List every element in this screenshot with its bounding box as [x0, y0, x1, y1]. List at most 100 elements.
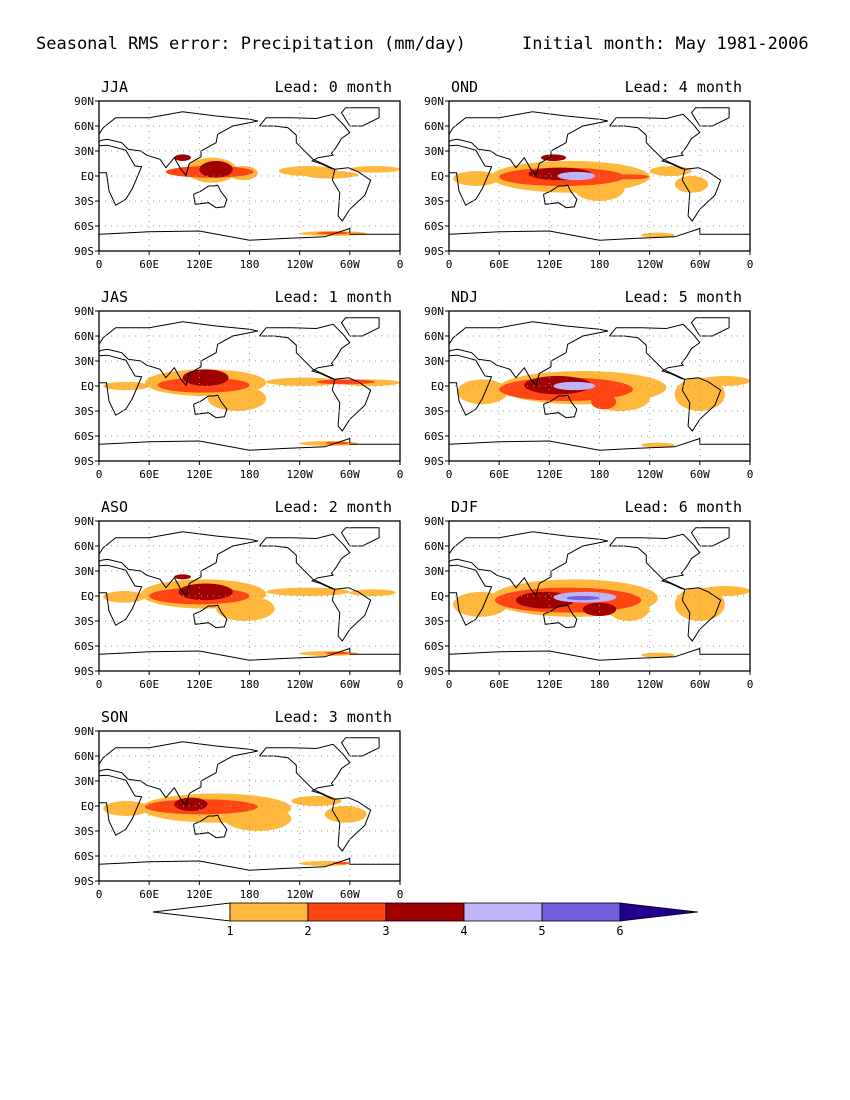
x-tick-label: 120E — [186, 888, 213, 901]
rms-contour-region — [316, 379, 375, 385]
y-tick-label: 30N — [424, 355, 444, 368]
data-field — [99, 527, 400, 661]
y-tick-label: 90N — [74, 305, 94, 318]
coastline — [449, 354, 493, 416]
x-tick-label: 180 — [240, 258, 260, 271]
x-tick-label: 0 — [397, 258, 404, 271]
x-tick-label: 60E — [139, 678, 159, 691]
coastline — [543, 184, 578, 209]
y-tick-label: 90S — [424, 245, 444, 258]
data-field — [99, 107, 400, 241]
season-label: NDJ — [451, 288, 478, 306]
coastline — [99, 741, 258, 807]
x-tick-label: 120E — [536, 678, 563, 691]
rms-contour-region — [103, 591, 145, 603]
rms-contour-region — [103, 381, 150, 391]
coastline — [99, 774, 143, 836]
coastline — [99, 321, 258, 387]
x-tick-label: 120E — [536, 468, 563, 481]
data-field — [99, 317, 400, 451]
coastline — [99, 144, 143, 206]
x-tick-label: 120W — [286, 468, 313, 481]
y-tick-label: 90S — [74, 455, 94, 468]
season-label: JJA — [101, 78, 128, 96]
x-tick-label: 180 — [240, 888, 260, 901]
lead-label: Lead: 1 month — [275, 288, 392, 306]
coastline — [193, 394, 228, 419]
lead-label: Lead: 5 month — [625, 288, 742, 306]
colorbar-swatch — [229, 902, 309, 922]
coastline — [340, 317, 380, 337]
y-tick-label: EQ — [431, 170, 444, 183]
rms-contour-region — [453, 171, 500, 186]
rms-contour-region — [349, 589, 396, 597]
rms-contour-region — [699, 586, 750, 596]
y-tick-label: EQ — [81, 170, 94, 183]
y-tick-label: 90S — [74, 665, 94, 678]
coastline — [99, 647, 400, 661]
coastline — [690, 527, 730, 547]
x-tick-label: 120W — [286, 258, 313, 271]
y-tick-label: 60N — [74, 750, 94, 763]
y-tick-label: 60N — [424, 120, 444, 133]
coastline — [259, 323, 351, 380]
coastline — [543, 604, 578, 629]
x-tick-label: 60E — [139, 888, 159, 901]
x-tick-label: 60E — [489, 468, 509, 481]
x-tick-label: 180 — [590, 468, 610, 481]
y-tick-label: 90S — [74, 875, 94, 888]
x-tick-label: 60W — [340, 888, 360, 901]
coastline — [99, 437, 400, 451]
x-tick-label: 60W — [340, 258, 360, 271]
coastline — [609, 533, 701, 590]
colorbar-over-triangle — [619, 902, 699, 922]
y-tick-label: 90N — [424, 305, 444, 318]
colorbar-swatch — [385, 902, 465, 922]
y-tick-label: 60S — [74, 850, 94, 863]
y-tick-label: 90S — [424, 455, 444, 468]
x-tick-label: 180 — [240, 678, 260, 691]
x-tick-label: 0 — [747, 258, 754, 271]
coastline — [449, 647, 750, 661]
x-tick-label: 0 — [446, 258, 453, 271]
coastline — [99, 111, 258, 177]
rms-contour-region — [324, 806, 367, 823]
x-tick-label: 0 — [96, 258, 103, 271]
y-tick-label: 90N — [424, 95, 444, 108]
coastline — [449, 227, 750, 241]
x-tick-label: 120E — [536, 258, 563, 271]
lead-label: Lead: 6 month — [625, 498, 742, 516]
colorbar-label: 1 — [226, 924, 233, 938]
coastline — [609, 323, 701, 380]
figure-title: Seasonal RMS error: Precipitation (mm/da… — [36, 34, 466, 54]
coastline — [259, 113, 351, 170]
data-field — [449, 317, 750, 451]
y-tick-label: 30S — [74, 195, 94, 208]
x-tick-label: 60W — [340, 468, 360, 481]
coastline — [99, 531, 258, 597]
y-tick-label: 30S — [74, 825, 94, 838]
x-tick-label: 60W — [690, 468, 710, 481]
colorbar-swatch — [541, 902, 621, 922]
coastline — [259, 743, 351, 800]
colorbar-label: 4 — [460, 924, 467, 938]
y-tick-label: EQ — [431, 380, 444, 393]
y-tick-label: 60N — [424, 330, 444, 343]
rms-contour-region — [607, 174, 650, 180]
rms-contour-region — [103, 801, 150, 816]
y-tick-label: 60S — [424, 220, 444, 233]
y-tick-label: 30S — [74, 405, 94, 418]
rms-contour-region — [266, 377, 342, 387]
x-tick-label: 120W — [636, 468, 663, 481]
y-tick-label: EQ — [81, 380, 94, 393]
colorbar-swatch — [307, 902, 387, 922]
x-tick-label: 0 — [397, 468, 404, 481]
y-tick-label: EQ — [431, 590, 444, 603]
rms-contour-region — [316, 231, 350, 235]
coastline — [340, 527, 380, 547]
